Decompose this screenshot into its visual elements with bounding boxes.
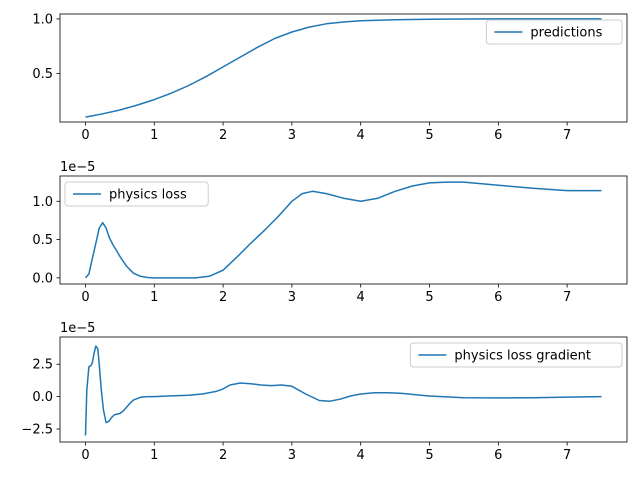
- series-line: [84, 181, 602, 279]
- x-tick-label: 4: [357, 290, 365, 305]
- x-tick-label: 1: [150, 290, 158, 305]
- y-offset-label: 1e−5: [60, 321, 95, 336]
- y-tick-label: 1.0: [32, 195, 53, 210]
- y-tick-label: 1.0: [32, 12, 53, 27]
- predictions-panel: 0 1 2 3 4 5 6 7 0.5 1.0 predictions: [32, 12, 628, 143]
- x-tick-label: 4: [357, 448, 365, 463]
- series-line: [84, 345, 602, 436]
- x-tick-label: 3: [288, 128, 296, 143]
- x-tick-label: 4: [357, 128, 365, 143]
- x-tick-label: 6: [494, 290, 502, 305]
- y-tick-label: 0.5: [32, 233, 53, 248]
- legend-label: physics loss: [109, 188, 187, 203]
- physics-loss-gradient-panel: 0 1 2 3 4 5 6 7 −2.5 0.0 2.5 1e−5 physics loss gradi…: [21, 321, 628, 463]
- y-tick-label: 0.0: [32, 271, 53, 286]
- x-tick-label: 3: [288, 290, 296, 305]
- series-line: [85, 18, 602, 118]
- legend-box: [64, 181, 209, 207]
- x-tick-label: 5: [425, 290, 433, 305]
- x-tick-label: 0: [81, 290, 89, 305]
- axes-frame: [59, 175, 628, 285]
- y-tick-label: 0.5: [32, 67, 53, 82]
- x-tick-label: 6: [494, 448, 502, 463]
- x-tick-label: 0: [81, 448, 89, 463]
- x-tick-label: 7: [563, 290, 571, 305]
- legend-box: [409, 342, 623, 368]
- legend-box: [485, 19, 623, 45]
- x-tick-label: 2: [219, 290, 227, 305]
- legend: physics loss gradient: [409, 342, 623, 368]
- x-tick-label: 6: [494, 128, 502, 143]
- y-tick-label: −2.5: [21, 423, 53, 438]
- x-tick-label: 7: [563, 448, 571, 463]
- x-tick-label: 0: [81, 128, 89, 143]
- physics-loss-panel: 0 1 2 3 4 5 6 7 0.0 0.5 1.0 1e−5 physics loss: [32, 160, 628, 305]
- y-offset-label: 1e−5: [60, 160, 95, 175]
- legend: predictions: [485, 19, 623, 45]
- x-tick-label: 3: [288, 448, 296, 463]
- x-tick-label: 1: [150, 448, 158, 463]
- legend-label: physics loss gradient: [454, 349, 591, 364]
- legend-label: predictions: [530, 26, 602, 41]
- y-tick-label: 2.5: [32, 358, 53, 373]
- x-tick-label: 5: [425, 448, 433, 463]
- x-tick-label: 5: [425, 128, 433, 143]
- x-tick-label: 2: [219, 448, 227, 463]
- legend: physics loss: [64, 181, 209, 207]
- x-tick-label: 2: [219, 128, 227, 143]
- axes-frame: [59, 336, 628, 443]
- x-tick-label: 7: [563, 128, 571, 143]
- x-tick-label: 1: [150, 128, 158, 143]
- y-tick-label: 0.0: [32, 390, 53, 405]
- axes-frame: [59, 13, 628, 123]
